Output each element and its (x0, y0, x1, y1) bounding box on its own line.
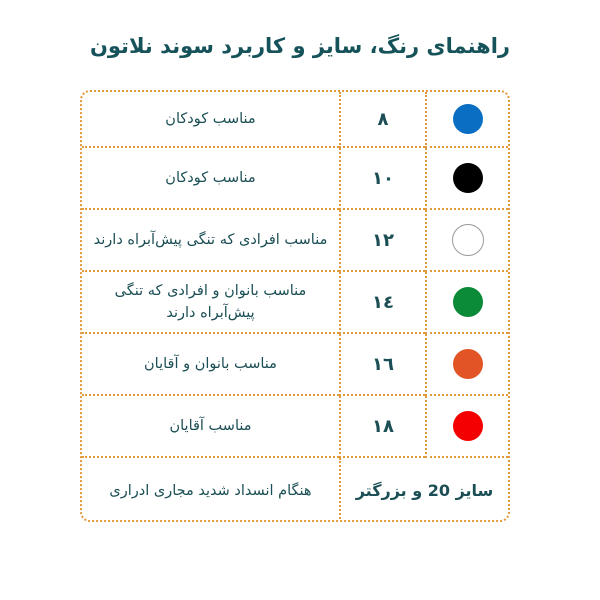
size-cell: ١٤ (339, 270, 427, 334)
size-cell: ١٨ (339, 394, 427, 458)
color-cell (425, 146, 508, 210)
color-swatch-orange (452, 349, 483, 379)
size-cell: ١٦ (339, 332, 427, 396)
color-swatch-black (452, 163, 483, 193)
usage-cell: مناسب کودکان (82, 146, 341, 210)
size-cell: سایز 20 و بزرگتر (339, 456, 508, 520)
usage-cell: مناسب آقایان (82, 394, 341, 458)
usage-cell: مناسب بانوان و آقایان (82, 332, 341, 396)
size-cell: ٨ (339, 92, 427, 148)
usage-cell: مناسب کودکان (82, 92, 341, 148)
size-cell: ١٠ (339, 146, 427, 210)
usage-cell: مناسب بانوان و افرادی که تنگی پیش‌آبراه … (82, 270, 341, 334)
color-cell (425, 394, 508, 458)
color-cell (425, 92, 508, 148)
table-row: ٨ مناسب کودکان (82, 92, 508, 148)
color-cell (425, 208, 508, 272)
color-swatch-red (452, 411, 483, 441)
table-row: ١٢ مناسب افرادی که تنگی پیش‌آبراه دارند (82, 208, 508, 272)
color-cell (425, 332, 508, 396)
page-title: راهنمای رنگ، سایز و کاربرد سوند نلاتون (89, 34, 511, 58)
table-row: ١٦ مناسب بانوان و آقایان (82, 332, 508, 396)
size-cell: ١٢ (339, 208, 427, 272)
table-row: ١٨ مناسب آقایان (82, 394, 508, 458)
usage-cell: هنگام انسداد شدید مجاری ادراری (82, 456, 341, 520)
color-swatch-blue (452, 104, 483, 134)
color-cell (425, 270, 508, 334)
catheter-guide-table: ٨ مناسب کودکان ١٠ مناسب کودکان ١٢ مناسب … (80, 90, 510, 522)
color-swatch-green (452, 287, 483, 317)
table-row-large-size: سایز 20 و بزرگتر هنگام انسداد شدید مجاری… (82, 456, 508, 520)
table-row: ١٠ مناسب کودکان (82, 146, 508, 210)
usage-cell: مناسب افرادی که تنگی پیش‌آبراه دارند (82, 208, 341, 272)
color-swatch-white (451, 224, 484, 256)
table-row: ١٤ مناسب بانوان و افرادی که تنگی پیش‌آبر… (82, 270, 508, 334)
